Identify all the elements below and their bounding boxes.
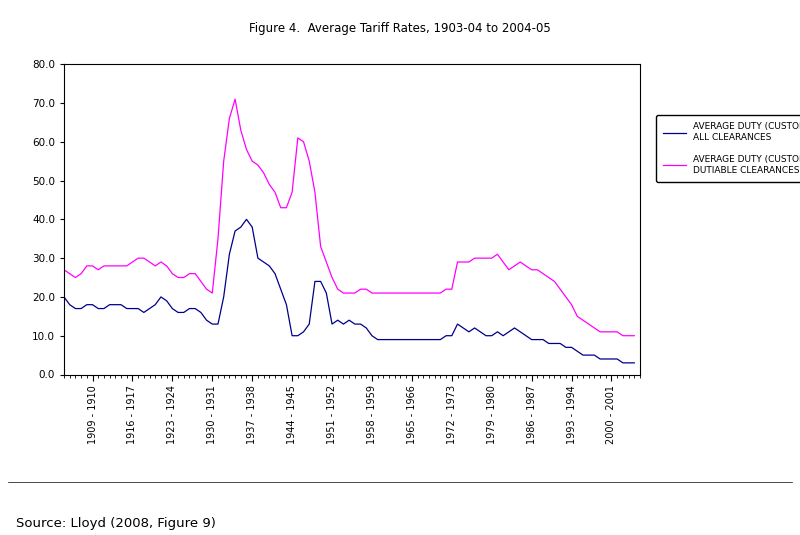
- AVERAGE DUTY (CUSTOMS PLUS PRIMAGE, NET) -
ALL CLEARANCES: [630, 360, 639, 366]
- AVERAGE DUTY (CUSTOMS PLUS PRIMAGE, NET) -
DUTIABLE CLEARANCES ONLY, ADJUSTED: [327, 274, 337, 281]
- AVERAGE DUTY (CUSTOMS PLUS PRIMAGE, NET) -
DUTIABLE CLEARANCES ONLY, ADJUSTED: [618, 332, 628, 339]
- AVERAGE DUTY (CUSTOMS PLUS PRIMAGE, NET) -
ALL CLEARANCES: [59, 294, 69, 300]
- AVERAGE DUTY (CUSTOMS PLUS PRIMAGE, NET) -
DUTIABLE CLEARANCES ONLY, ADJUSTED: [202, 286, 211, 292]
- AVERAGE DUTY (CUSTOMS PLUS PRIMAGE, NET) -
ALL CLEARANCES: [618, 360, 628, 366]
- Legend: AVERAGE DUTY (CUSTOMS PLUS PRIMAGE, NET) -
ALL CLEARANCES, AVERAGE DUTY (CUSTOMS: AVERAGE DUTY (CUSTOMS PLUS PRIMAGE, NET)…: [656, 115, 800, 182]
- AVERAGE DUTY (CUSTOMS PLUS PRIMAGE, NET) -
ALL CLEARANCES: [99, 305, 109, 312]
- AVERAGE DUTY (CUSTOMS PLUS PRIMAGE, NET) -
ALL CLEARANCES: [242, 216, 251, 223]
- Line: AVERAGE DUTY (CUSTOMS PLUS PRIMAGE, NET) -
ALL CLEARANCES: AVERAGE DUTY (CUSTOMS PLUS PRIMAGE, NET)…: [64, 219, 634, 363]
- AVERAGE DUTY (CUSTOMS PLUS PRIMAGE, NET) -
DUTIABLE CLEARANCES ONLY, ADJUSTED: [407, 290, 417, 296]
- AVERAGE DUTY (CUSTOMS PLUS PRIMAGE, NET) -
ALL CLEARANCES: [493, 328, 502, 335]
- AVERAGE DUTY (CUSTOMS PLUS PRIMAGE, NET) -
ALL CLEARANCES: [327, 321, 337, 327]
- AVERAGE DUTY (CUSTOMS PLUS PRIMAGE, NET) -
DUTIABLE CLEARANCES ONLY, ADJUSTED: [630, 332, 639, 339]
- AVERAGE DUTY (CUSTOMS PLUS PRIMAGE, NET) -
DUTIABLE CLEARANCES ONLY, ADJUSTED: [59, 266, 69, 273]
- AVERAGE DUTY (CUSTOMS PLUS PRIMAGE, NET) -
DUTIABLE CLEARANCES ONLY, ADJUSTED: [464, 259, 474, 265]
- AVERAGE DUTY (CUSTOMS PLUS PRIMAGE, NET) -
DUTIABLE CLEARANCES ONLY, ADJUSTED: [230, 96, 240, 102]
- Line: AVERAGE DUTY (CUSTOMS PLUS PRIMAGE, NET) -
DUTIABLE CLEARANCES ONLY, ADJUSTED: AVERAGE DUTY (CUSTOMS PLUS PRIMAGE, NET)…: [64, 99, 634, 336]
- AVERAGE DUTY (CUSTOMS PLUS PRIMAGE, NET) -
ALL CLEARANCES: [464, 328, 474, 335]
- Text: Source: Lloyd (2008, Figure 9): Source: Lloyd (2008, Figure 9): [16, 517, 216, 530]
- Text: Figure 4.  Average Tariff Rates, 1903-04 to 2004-05: Figure 4. Average Tariff Rates, 1903-04 …: [249, 22, 551, 35]
- AVERAGE DUTY (CUSTOMS PLUS PRIMAGE, NET) -
DUTIABLE CLEARANCES ONLY, ADJUSTED: [99, 263, 109, 269]
- AVERAGE DUTY (CUSTOMS PLUS PRIMAGE, NET) -
ALL CLEARANCES: [407, 337, 417, 343]
- AVERAGE DUTY (CUSTOMS PLUS PRIMAGE, NET) -
DUTIABLE CLEARANCES ONLY, ADJUSTED: [493, 251, 502, 257]
- AVERAGE DUTY (CUSTOMS PLUS PRIMAGE, NET) -
ALL CLEARANCES: [202, 317, 211, 323]
